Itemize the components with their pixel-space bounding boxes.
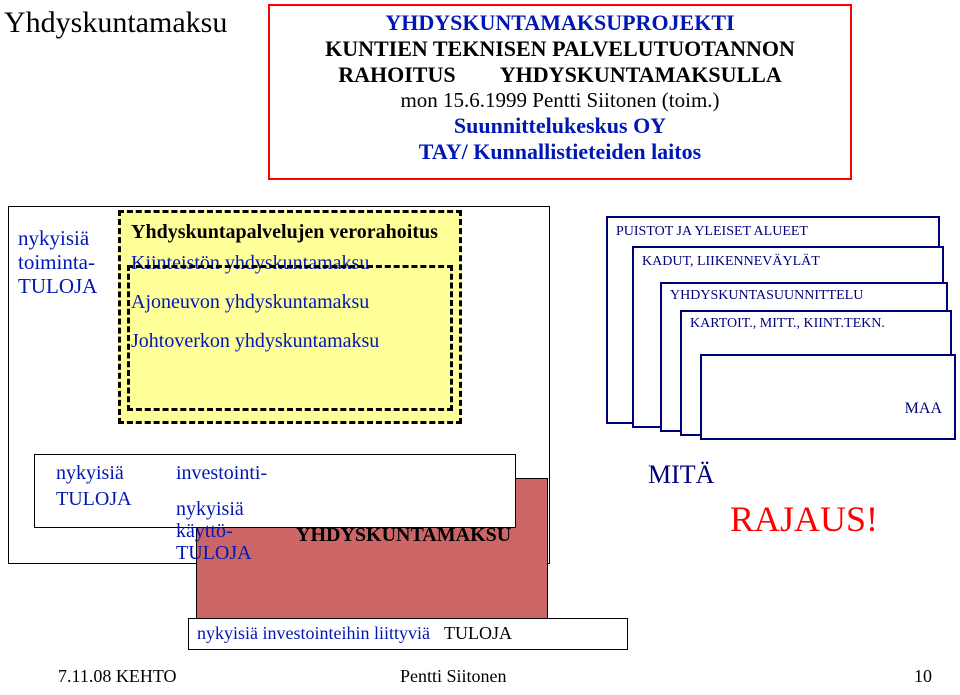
header-line2b: RAHOITUS YHDYSKUNTAMAKSULLA: [270, 62, 850, 88]
page-title: Yhdyskuntamaksu: [4, 6, 227, 40]
yhdyskuntamaksu-label: YHDYSKUNTAMAKSU: [296, 524, 511, 547]
bottom-box-left: nykyisiä investointeihin liittyviä: [197, 623, 430, 643]
yellow-title: Yhdyskuntapalvelujen verorahoitus: [121, 213, 459, 246]
kaytto-l2: käyttö-: [176, 520, 233, 543]
header-line3: mon 15.6.1999 Pentti Siitonen (toim.): [270, 88, 850, 113]
left-label: nykyisiä toiminta- TULOJA: [18, 226, 97, 298]
nest-5: MAA: [700, 354, 956, 440]
header-line2b-left: RAHOITUS: [338, 62, 455, 87]
left-label-l2: toiminta-: [18, 250, 97, 274]
bottom-box-right: TULOJA: [444, 623, 512, 643]
nest-l3: YHDYSKUNTASUUNNITTELU: [662, 284, 946, 308]
left-label-l3: TULOJA: [18, 274, 97, 298]
mita-label: MITÄ: [648, 460, 714, 490]
bottom-box: nykyisiä investointeihin liittyviä TULOJ…: [188, 618, 628, 650]
footer-page: 10: [914, 666, 932, 687]
kaytto-l3: TULOJA: [176, 542, 252, 565]
nest-l1: PUISTOT JA YLEISET ALUEET: [608, 218, 938, 246]
rajaus-label: RAJAUS!: [730, 498, 878, 540]
kaytto-l1: nykyisiä: [176, 498, 244, 521]
nest-l5: MAA: [905, 400, 942, 418]
nest-l2: KADUT, LIIKENNEVÄYLÄT: [634, 248, 942, 276]
investointi-l3: TULOJA: [56, 488, 132, 511]
yellow-inner-outline: [127, 265, 453, 411]
header-line2b-right: YHDYSKUNTAMAKSULLA: [500, 62, 782, 87]
footer-left: 7.11.08 KEHTO: [58, 666, 177, 687]
header-line2a: KUNTIEN TEKNISEN PALVELUTUOTANNON: [270, 36, 850, 62]
header-line1: YHDYSKUNTAMAKSUPROJEKTI: [270, 10, 850, 36]
investointi-l1: nykyisiä: [56, 462, 124, 485]
yellow-box: Yhdyskuntapalvelujen verorahoitus Kiinte…: [118, 210, 462, 424]
footer-center: Pentti Siitonen: [400, 666, 507, 687]
header-line4: Suunnittelukeskus OY: [270, 113, 850, 139]
header-box: YHDYSKUNTAMAKSUPROJEKTI KUNTIEN TEKNISEN…: [268, 4, 852, 180]
nest-l4: KARTOIT., MITT., KIINT.TEKN.: [682, 312, 950, 336]
left-label-l1: nykyisiä: [18, 226, 97, 250]
investointi-l2: investointi-: [176, 462, 267, 485]
header-line5: TAY/ Kunnallistieteiden laitos: [270, 139, 850, 165]
